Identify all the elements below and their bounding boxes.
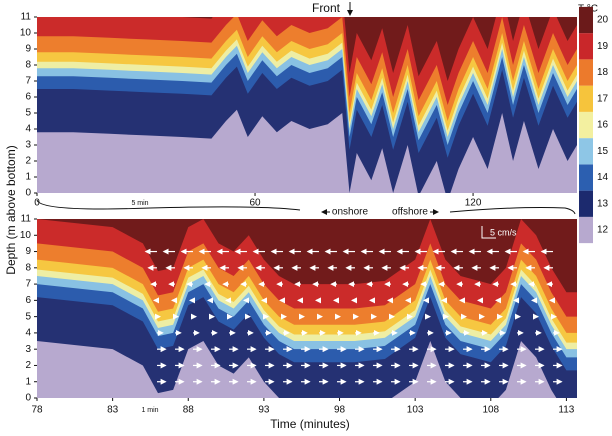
colorbar-tick-label: 13 xyxy=(597,198,609,209)
colorbar-tick-label: 16 xyxy=(597,120,609,131)
y-tick-label: 5 xyxy=(25,311,31,322)
colorbar-tick-label: 15 xyxy=(597,146,609,157)
y-tick-label: 4 xyxy=(25,124,31,135)
y-tick-label: 6 xyxy=(25,295,31,306)
colorbar-swatch xyxy=(579,216,593,244)
time-scale-label: 5 min xyxy=(131,200,148,207)
y-tick-label: 3 xyxy=(25,344,31,355)
y-tick-label: 2 xyxy=(25,360,31,371)
colorbar-tick-label: 20 xyxy=(597,15,609,26)
front-label: Front xyxy=(312,1,341,15)
top-panel xyxy=(37,17,577,193)
onshore-label: onshore xyxy=(332,207,369,218)
y-tick-label: 2 xyxy=(25,156,31,167)
x-tick-label: 120 xyxy=(465,198,482,209)
y-tick-label: 8 xyxy=(25,262,31,273)
x-tick-label: 113 xyxy=(558,405,574,416)
zoom-bracket xyxy=(36,199,576,215)
y-tick-label: 10 xyxy=(20,230,32,241)
y-tick-label: 11 xyxy=(21,214,32,225)
colorbar-tick-label: 12 xyxy=(597,225,609,236)
colorbar-swatch xyxy=(579,190,593,217)
y-tick-label: 5 xyxy=(25,108,31,119)
y-tick-label: 4 xyxy=(25,328,31,339)
y-tick-label: 0 xyxy=(25,188,31,199)
y-tick-label: 6 xyxy=(25,92,31,103)
x-tick-label: 108 xyxy=(482,405,499,416)
y-tick-label: 9 xyxy=(25,246,31,257)
colorbar-swatch xyxy=(579,33,593,60)
x-tick-label: 103 xyxy=(407,405,424,416)
x-tick-label: 60 xyxy=(249,198,261,209)
temperature-band xyxy=(37,219,577,293)
y-tick-label: 1 xyxy=(25,172,31,183)
colorbar-tick-label: 19 xyxy=(597,41,609,52)
colorbar-swatch xyxy=(579,138,593,165)
y-axis-label: Depth (m above bottom) xyxy=(4,145,18,274)
x-tick-label: 0 xyxy=(34,198,40,209)
y-tick-label: 0 xyxy=(25,393,31,404)
colorbar-swatch xyxy=(579,164,593,191)
velocity-scale-label: 5 cm/s xyxy=(490,227,517,237)
y-tick-label: 1 xyxy=(25,376,31,387)
y-tick-label: 9 xyxy=(25,44,31,55)
colorbar-tick-label: 17 xyxy=(597,93,609,104)
colorbar-swatch xyxy=(579,85,593,112)
temperature-band xyxy=(182,17,577,81)
y-tick-label: 7 xyxy=(25,279,31,290)
colorbar-tick-label: 18 xyxy=(597,67,609,78)
y-tick-label: 10 xyxy=(20,28,32,39)
y-tick-label: 11 xyxy=(21,12,32,23)
bottom-panel xyxy=(37,219,577,398)
colorbar-swatch xyxy=(579,59,593,86)
y-tick-label: 3 xyxy=(25,140,31,151)
x-tick-label: 98 xyxy=(334,405,346,416)
x-tick-label: 93 xyxy=(258,405,270,416)
y-tick-label: 8 xyxy=(25,60,31,71)
offshore-label: offshore xyxy=(392,207,428,218)
colorbar-tick-label: 14 xyxy=(597,172,609,183)
x-tick-label: 88 xyxy=(183,405,195,416)
x-tick-label: 78 xyxy=(31,405,43,416)
colorbar-swatch xyxy=(579,111,593,139)
colorbar-swatch xyxy=(579,6,593,34)
velocity-scale xyxy=(481,226,496,239)
y-tick-label: 7 xyxy=(25,76,31,87)
time-scale-label: 1 min xyxy=(141,407,158,414)
x-tick-label: 83 xyxy=(107,405,119,416)
x-axis-label: Time (minutes) xyxy=(270,417,350,431)
